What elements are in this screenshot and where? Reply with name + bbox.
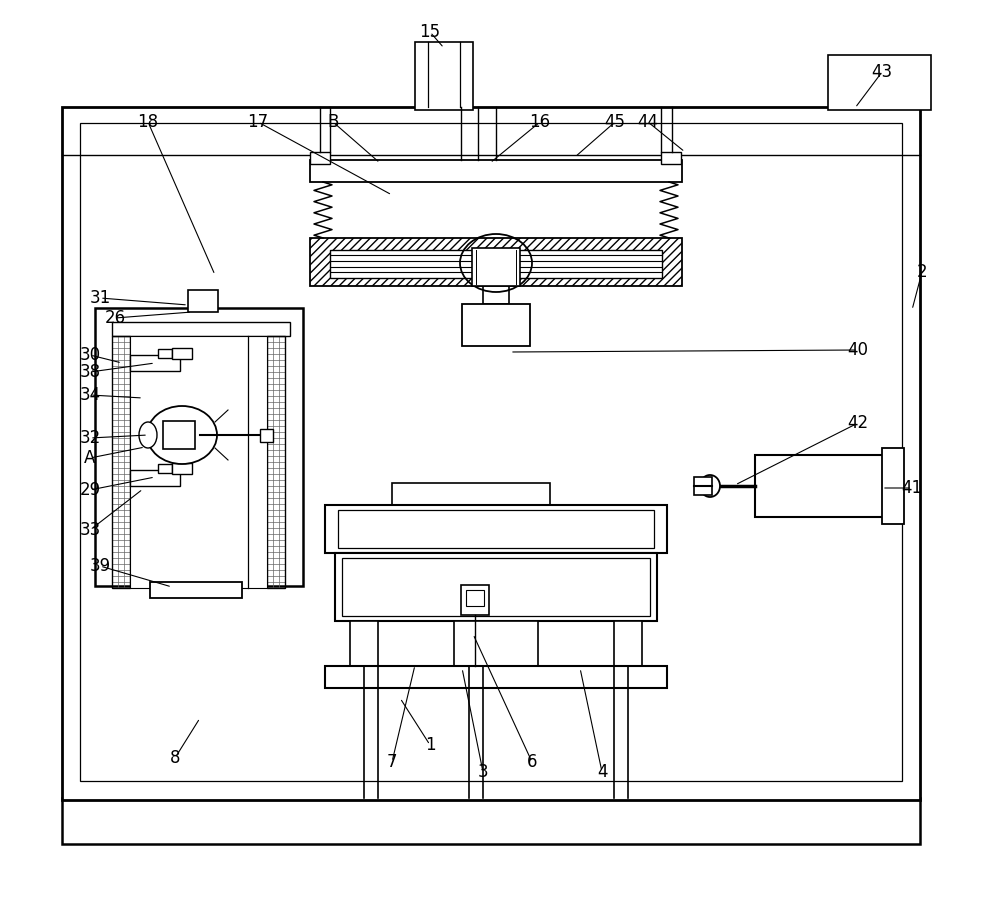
Bar <box>325 666 667 688</box>
Bar <box>755 455 895 517</box>
Bar <box>310 152 330 164</box>
Text: 1: 1 <box>425 736 435 754</box>
Text: 4: 4 <box>597 763 607 781</box>
Text: 2: 2 <box>917 263 927 281</box>
Bar <box>95 308 303 586</box>
Text: 15: 15 <box>419 23 441 41</box>
Bar <box>614 621 642 686</box>
Bar <box>335 553 657 621</box>
Bar <box>661 152 681 164</box>
Text: 6: 6 <box>527 753 537 771</box>
Text: 26: 26 <box>104 309 126 327</box>
Bar <box>454 621 538 666</box>
Bar <box>158 464 172 473</box>
Bar <box>325 505 667 553</box>
Bar <box>415 42 473 110</box>
Bar <box>112 336 130 588</box>
Bar <box>310 238 682 286</box>
Text: 33: 33 <box>79 521 101 539</box>
Ellipse shape <box>147 406 217 464</box>
Text: 38: 38 <box>79 363 101 381</box>
Bar <box>882 448 904 524</box>
Bar <box>392 483 550 505</box>
Bar <box>466 590 484 606</box>
Bar <box>330 250 662 278</box>
Ellipse shape <box>700 475 720 497</box>
Bar <box>472 248 520 286</box>
Text: 8: 8 <box>170 749 180 767</box>
Bar <box>62 798 920 844</box>
Text: 44: 44 <box>638 113 658 131</box>
Text: 17: 17 <box>247 113 269 131</box>
Bar <box>158 349 172 358</box>
Text: 7: 7 <box>387 753 397 771</box>
Bar <box>267 336 285 588</box>
Text: 32: 32 <box>79 429 101 447</box>
Text: 3: 3 <box>478 763 488 781</box>
Bar <box>150 582 242 598</box>
Bar <box>310 160 682 182</box>
Text: 45: 45 <box>604 113 626 131</box>
Bar <box>62 107 920 800</box>
Bar <box>828 55 931 110</box>
Bar <box>694 477 712 495</box>
Bar <box>350 621 378 686</box>
Bar <box>483 286 509 304</box>
Bar <box>172 348 192 359</box>
Text: B: B <box>327 113 339 131</box>
Bar <box>80 123 902 781</box>
Bar <box>260 429 273 442</box>
Bar <box>462 304 530 346</box>
Bar <box>112 322 290 336</box>
Bar <box>130 355 180 371</box>
Text: 29: 29 <box>79 481 101 499</box>
Bar <box>130 336 267 588</box>
Text: 30: 30 <box>79 346 101 364</box>
Bar <box>188 290 218 312</box>
Text: 18: 18 <box>137 113 159 131</box>
Text: 43: 43 <box>871 63 893 81</box>
Bar <box>130 470 180 486</box>
Text: 31: 31 <box>89 289 111 307</box>
Text: 39: 39 <box>89 557 111 575</box>
Text: 40: 40 <box>848 341 868 359</box>
Ellipse shape <box>139 422 157 448</box>
Text: A: A <box>84 449 96 467</box>
Text: 16: 16 <box>529 113 551 131</box>
Text: 42: 42 <box>847 414 869 432</box>
Bar <box>342 558 650 616</box>
Bar <box>172 463 192 474</box>
Bar <box>461 585 489 615</box>
Bar <box>163 421 195 449</box>
Text: 41: 41 <box>901 479 923 497</box>
Bar <box>338 510 654 548</box>
Text: 34: 34 <box>79 386 101 404</box>
